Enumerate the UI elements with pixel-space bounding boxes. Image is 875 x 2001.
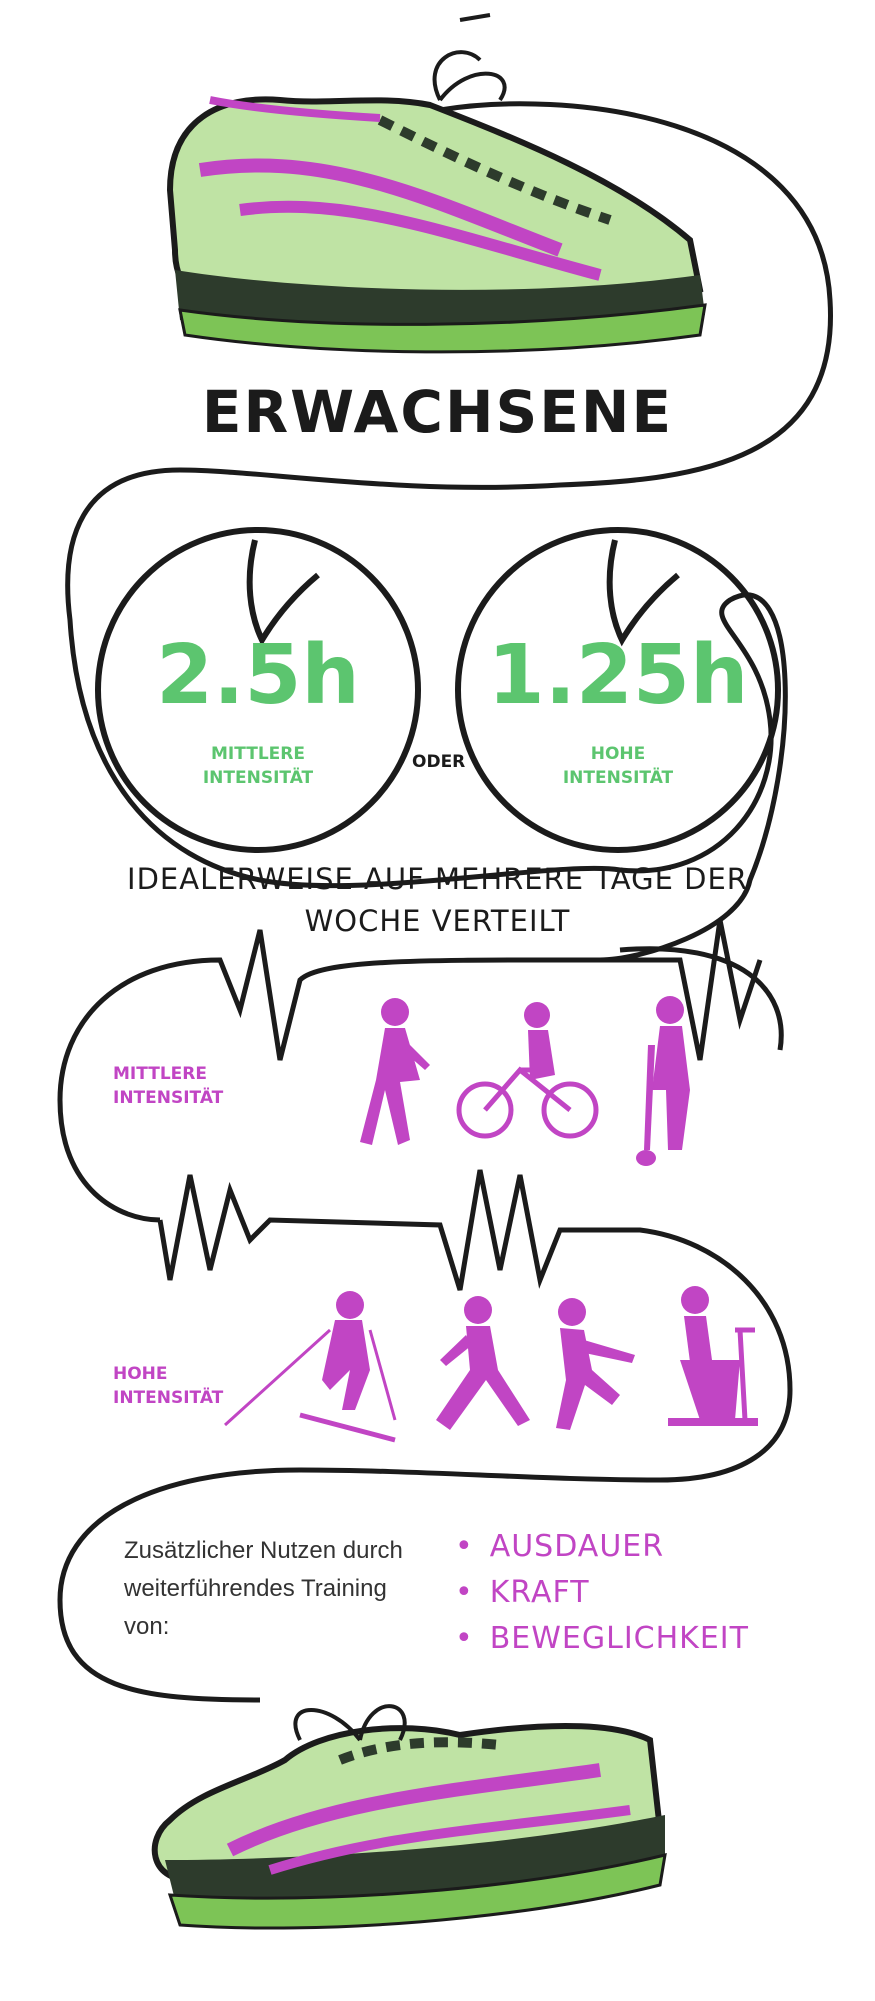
vigorous-label-line1: HOHE: [113, 1364, 168, 1384]
benefit-item-strength: KRAFT: [455, 1570, 749, 1616]
heartbeat-outline-moderate: [57, 919, 784, 1223]
moderate-intensity-label: MITTLERE INTENSITÄT: [113, 1062, 223, 1110]
shoveling-figure-icon: [636, 996, 690, 1166]
clock-value-vigorous: 1.25h: [487, 628, 749, 723]
sprinting-figure-icon: [556, 1298, 635, 1430]
moderate-label-line2: INTENSITÄT: [113, 1088, 224, 1108]
page-title: ERWACHSENE: [201, 378, 674, 446]
benefits-intro-line1: Zusätzlicher Nutzen durch: [124, 1537, 403, 1564]
cycling-figure-icon: [456, 1002, 599, 1139]
running-shoe-top-icon: [166, 13, 707, 354]
clock-circle-moderate: [95, 527, 421, 853]
benefit-item-flexibility: BEWEGLICHKEIT: [455, 1616, 749, 1662]
shoelace-loop-line: [65, 101, 833, 963]
clock-label-moderate-line2: INTENSITÄT: [202, 768, 314, 788]
distribution-line2: WOCHE VERTEILT: [304, 904, 571, 938]
walking-figure-icon: [360, 998, 430, 1145]
benefit-item-endurance: AUSDAUER: [455, 1524, 749, 1570]
additional-benefits-text: Zusätzlicher Nutzen durch weiterführende…: [124, 1532, 454, 1646]
clock-label-vigorous: HOHE INTENSITÄT: [518, 742, 718, 790]
clock-label-moderate-line1: MITTLERE: [211, 744, 305, 764]
moderate-label-line1: MITTLERE: [113, 1064, 207, 1084]
clock-circle-vigorous: [455, 527, 781, 853]
running-shoe-bottom-icon: [151, 1704, 667, 1930]
distribution-line1: IDEALERWEISE AUF MEHRERE TAGE DER: [127, 862, 748, 896]
running-figure-icon: [436, 1296, 530, 1430]
heartbeat-outline-vigorous: [57, 1169, 793, 1703]
clock-label-vigorous-line1: HOHE: [590, 744, 646, 764]
clock-value-moderate: 2.5h: [156, 628, 360, 723]
benefits-list: AUSDAUER KRAFT BEWEGLICHKEIT: [455, 1524, 749, 1662]
distribution-note: IDEALERWEISE AUF MEHRERE TAGE DER WOCHE …: [0, 858, 875, 942]
vigorous-intensity-label: HOHE INTENSITÄT: [113, 1362, 223, 1410]
clock-hands-moderate-icon: [246, 539, 320, 647]
or-connector: ODER: [412, 752, 466, 772]
exercise-bike-figure-icon: [668, 1286, 758, 1426]
vigorous-label-line2: INTENSITÄT: [113, 1388, 224, 1408]
clock-label-vigorous-line2: INTENSITÄT: [562, 768, 674, 788]
benefits-intro-line3: von:: [124, 1613, 170, 1640]
benefits-intro-line2: weiterführendes Training: [124, 1575, 387, 1602]
cross-country-skiing-figure-icon: [223, 1291, 397, 1443]
clock-label-moderate: MITTLERE INTENSITÄT: [158, 742, 358, 790]
clock-hands-vigorous-icon: [606, 539, 680, 647]
